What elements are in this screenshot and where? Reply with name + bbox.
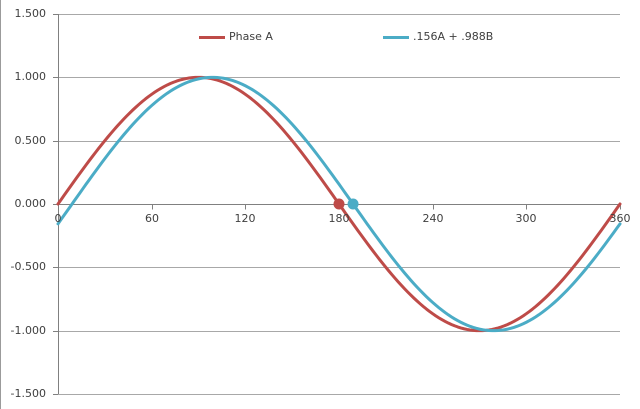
- chart-left-border: [0, 0, 1, 409]
- legend-label-phase-a: Phase A: [229, 30, 273, 43]
- legend-label-combined-signal: .156A + .988B: [413, 30, 494, 43]
- series-line-1: [56, 75, 622, 333]
- x-tick-label-180: 180: [328, 212, 350, 225]
- y-tick-label-1.000: 1.000: [14, 70, 47, 83]
- y-tick-label--0.500: -0.500: [10, 260, 46, 273]
- x-tick-label-300: 300: [515, 212, 537, 225]
- y-tick-label--1.500: -1.500: [10, 387, 46, 400]
- y-tick-label-1.500: 1.500: [14, 7, 47, 20]
- legend-item-combined-signal: .156A + .988B: [383, 30, 493, 44]
- y-tick-label-0.000: 0.000: [14, 197, 47, 210]
- x-tick-label-60: 60: [145, 212, 159, 225]
- y-tick-label--1.000: -1.000: [10, 324, 46, 337]
- series-marker-1-x189: [347, 198, 359, 210]
- x-tick-label-240: 240: [422, 212, 444, 225]
- x-tick-label-360: 360: [609, 212, 631, 225]
- legend-line-swatch-combined-signal: [383, 35, 409, 39]
- legend-line-swatch-phase-a: [199, 35, 225, 39]
- x-tick-label-120: 120: [234, 212, 256, 225]
- legend-item-phase-a: Phase A: [199, 30, 273, 44]
- y-tick-label-0.500: 0.500: [14, 134, 47, 147]
- x-tick-label-0: 0: [54, 212, 62, 225]
- series-marker-0-x180: [333, 198, 345, 210]
